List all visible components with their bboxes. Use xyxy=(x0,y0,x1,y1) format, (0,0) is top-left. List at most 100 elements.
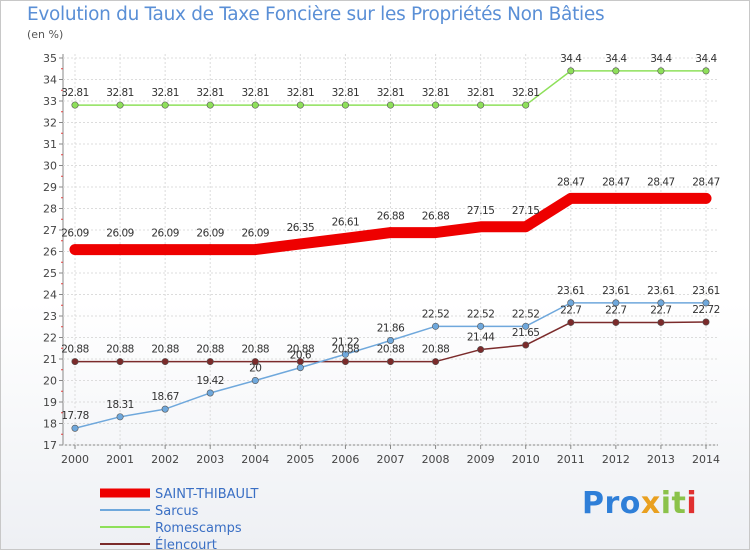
data-point xyxy=(341,350,349,358)
data-label: 32.81 xyxy=(422,87,450,99)
y-tick-label: 29 xyxy=(43,181,57,194)
data-label: 32.81 xyxy=(106,87,134,99)
data-point xyxy=(251,376,259,384)
data-label: 21.86 xyxy=(377,323,405,335)
data-point xyxy=(116,358,124,366)
data-point xyxy=(71,101,79,109)
y-tick-label: 35 xyxy=(43,52,57,65)
data-label: 20.88 xyxy=(151,344,179,356)
unit-label: (en %) xyxy=(27,28,64,41)
y-tick-label: 17 xyxy=(43,439,57,452)
data-label: 28.47 xyxy=(647,176,675,188)
x-tick-label: 2002 xyxy=(151,453,179,466)
x-tick-label: 2013 xyxy=(647,453,675,466)
data-point xyxy=(567,299,575,307)
data-point xyxy=(477,101,485,109)
x-tick-label: 2004 xyxy=(241,453,269,466)
data-label: 21.65 xyxy=(512,327,540,339)
data-label: 26.88 xyxy=(377,211,405,223)
data-label: 26.35 xyxy=(287,222,315,234)
data-label: 26.09 xyxy=(196,228,224,240)
data-point xyxy=(69,244,81,255)
data-point xyxy=(700,193,712,204)
data-point xyxy=(71,358,79,366)
data-label: 20.88 xyxy=(196,344,224,356)
data-point xyxy=(432,101,440,109)
data-point xyxy=(432,358,440,366)
data-label: 28.47 xyxy=(602,176,630,188)
data-point xyxy=(386,101,394,109)
y-tick-label: 31 xyxy=(43,138,57,151)
data-label: 19.42 xyxy=(196,375,224,387)
y-tick-label: 33 xyxy=(43,95,57,108)
x-tick-label: 2001 xyxy=(106,453,134,466)
legend-label: Sarcus xyxy=(155,504,199,519)
data-point xyxy=(477,322,485,330)
logo-part: x xyxy=(640,486,661,521)
data-label: 22.7 xyxy=(650,304,671,316)
data-label: 34.4 xyxy=(605,53,627,65)
y-tick-label: 32 xyxy=(43,117,57,130)
data-label: 28.47 xyxy=(692,176,720,188)
data-point xyxy=(702,67,710,75)
data-label: 32.81 xyxy=(196,87,224,99)
data-point xyxy=(251,358,259,366)
y-tick-label: 30 xyxy=(43,160,57,173)
data-point xyxy=(295,238,306,250)
data-point xyxy=(657,318,665,326)
data-point xyxy=(114,244,126,255)
data-label: 32.81 xyxy=(377,87,405,99)
data-point xyxy=(296,101,304,109)
y-tick-label: 26 xyxy=(43,246,57,259)
data-point xyxy=(206,358,214,366)
data-label: 27.15 xyxy=(467,205,495,217)
data-point xyxy=(161,358,169,366)
logo-part: it xyxy=(660,486,687,521)
data-point xyxy=(477,346,485,354)
data-label: 22.52 xyxy=(422,308,450,320)
data-label: 21.22 xyxy=(332,336,360,348)
chart-title: Evolution du Taux de Taxe Foncière sur l… xyxy=(27,4,605,25)
legend-label: Élencourt xyxy=(155,537,217,550)
data-point xyxy=(657,299,665,307)
data-point xyxy=(702,318,710,326)
x-tick-label: 2007 xyxy=(377,453,405,466)
data-label: 20.88 xyxy=(422,344,450,356)
data-label: 34.4 xyxy=(560,53,582,65)
data-label: 18.67 xyxy=(151,391,179,403)
data-label: 20.88 xyxy=(106,344,134,356)
data-label: 21.44 xyxy=(467,332,495,344)
data-point xyxy=(206,389,214,397)
y-tick-label: 28 xyxy=(43,203,57,216)
data-label: 34.4 xyxy=(650,53,672,65)
data-point xyxy=(655,193,667,204)
data-label: 20.6 xyxy=(290,350,312,362)
data-label: 22.72 xyxy=(692,304,720,316)
data-point xyxy=(340,233,351,244)
data-label: 20.88 xyxy=(377,344,405,356)
data-point xyxy=(567,67,575,75)
y-tick-label: 20 xyxy=(43,375,57,388)
data-point xyxy=(71,424,79,432)
data-label: 27.15 xyxy=(512,205,540,217)
logo-part: Pro xyxy=(582,486,641,521)
data-point xyxy=(612,299,620,307)
data-label: 17.78 xyxy=(61,410,89,422)
x-tick-label: 2000 xyxy=(61,453,89,466)
legend-label: SAINT-THIBAULT xyxy=(155,487,259,502)
y-tick-label: 22 xyxy=(43,332,57,345)
data-point xyxy=(385,227,396,238)
data-point xyxy=(161,405,169,413)
data-point xyxy=(296,364,304,372)
y-tick-label: 24 xyxy=(43,289,57,302)
data-point xyxy=(520,221,532,233)
data-label: 34.4 xyxy=(695,53,717,65)
data-point xyxy=(612,67,620,75)
data-point xyxy=(610,193,622,204)
data-point xyxy=(386,358,394,366)
data-point xyxy=(116,101,124,109)
x-tick-label: 2010 xyxy=(512,453,540,466)
legend-label: Romescamps xyxy=(155,521,242,536)
x-tick-label: 2003 xyxy=(196,453,224,466)
